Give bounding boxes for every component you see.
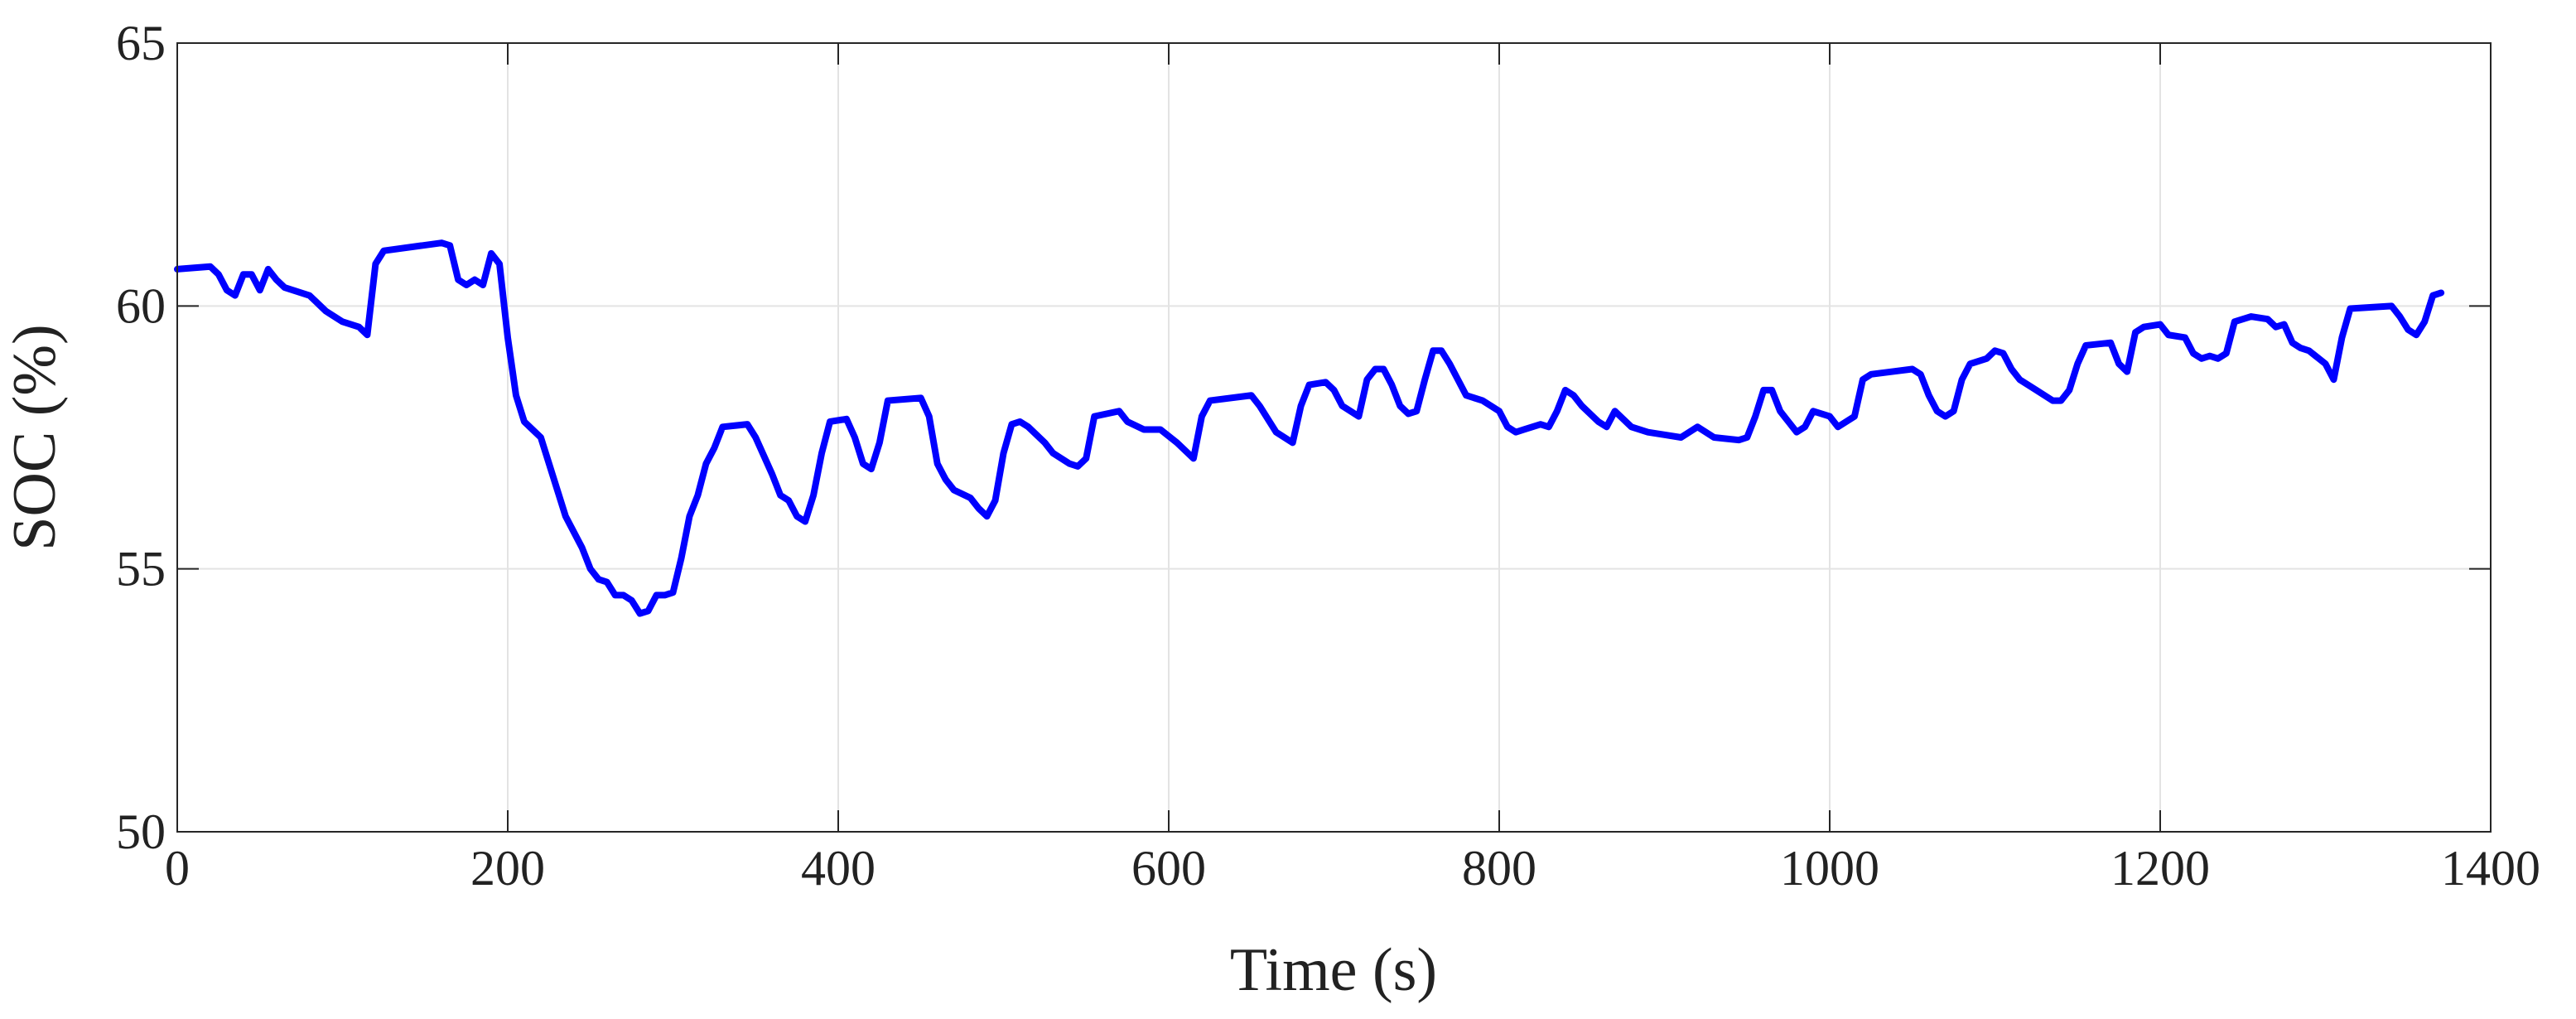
x-tick-label: 800	[1462, 841, 1536, 896]
y-tick-label: 55	[116, 542, 166, 596]
y-tick-label: 65	[116, 16, 166, 70]
x-tick-label: 0	[165, 841, 190, 896]
x-tick-label: 1200	[2110, 841, 2210, 896]
x-tick-label: 400	[801, 841, 876, 896]
x-tick-label: 1000	[1780, 841, 1879, 896]
x-tick-label: 600	[1131, 841, 1206, 896]
plot-frame	[176, 42, 2492, 833]
y-axis-label: SOC (%)	[1, 324, 69, 550]
y-tick-label: 60	[116, 278, 166, 333]
x-tick-label: 1400	[2441, 841, 2540, 896]
data-line	[174, 239, 2445, 617]
x-axis-label: Time (s)	[1230, 936, 1437, 1004]
y-tick-label: 50	[116, 804, 166, 859]
x-tick-label: 200	[470, 841, 545, 896]
